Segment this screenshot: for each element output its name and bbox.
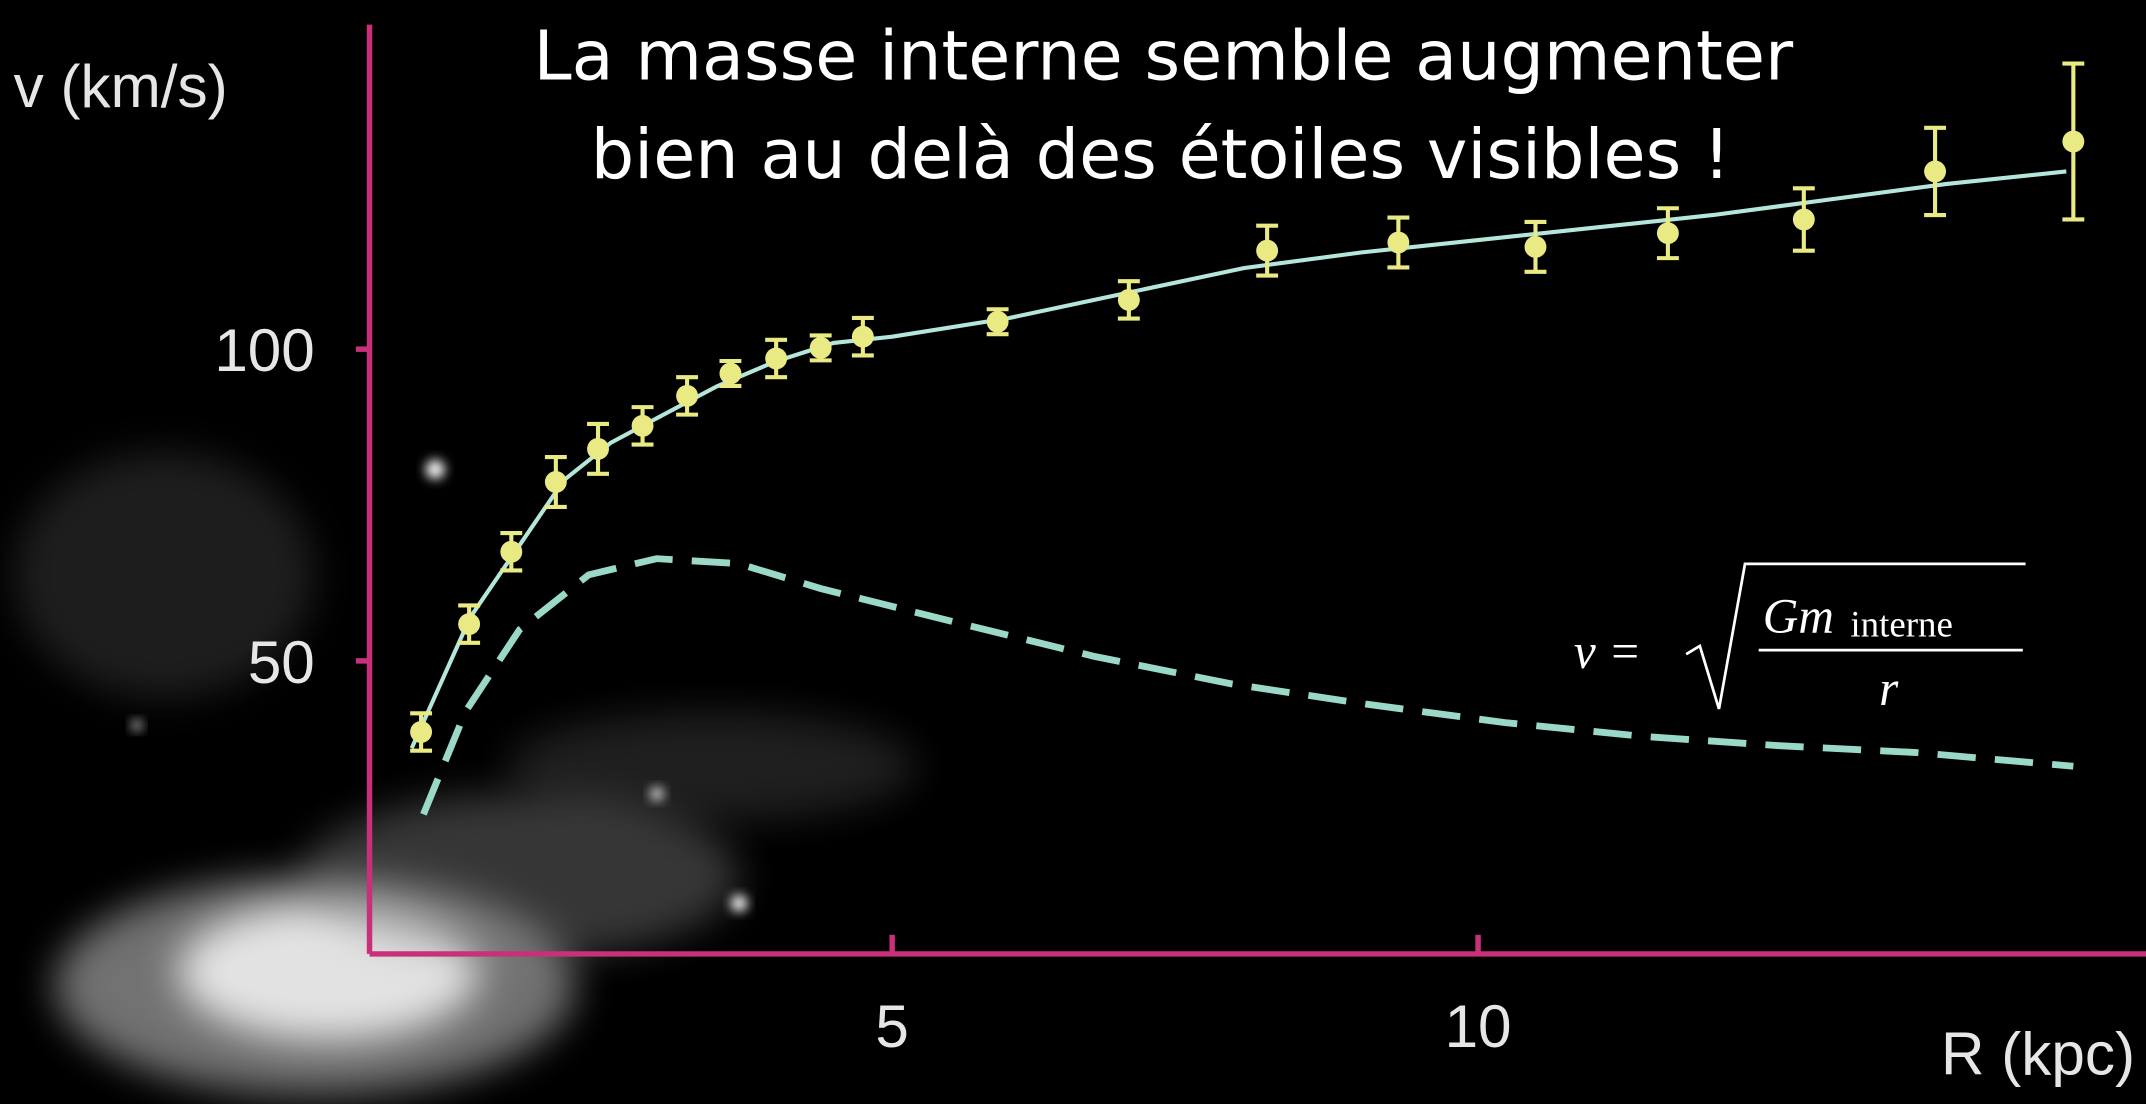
data-point [986,310,1009,333]
formula-numerator: Gm [1763,588,1834,643]
title-line: bien au delà des étoiles visibles ! [591,115,1731,195]
y-tick-label: 50 [248,628,315,696]
sqrt-sign [1685,562,2026,710]
data-point [1117,288,1140,311]
data-point [719,362,742,385]
x-tick-label: 10 [1445,992,1512,1060]
x-axis-label: R (kpc) [1941,1019,2135,1087]
data-point [500,540,523,563]
data-point [631,414,654,437]
data-point [2062,130,2085,153]
data-point [1792,208,1815,231]
x-tick-label: 5 [875,992,908,1060]
data-point [809,336,832,359]
data-point [1256,239,1279,262]
formula-denominator: r [1879,661,1899,716]
data-point [1387,231,1410,254]
y-tick-label: 100 [214,316,314,384]
plot-area: La masse interne semble augmenter bien a… [13,16,2146,1095]
data-point [410,721,433,743]
title-line: La masse interne semble augmenter [534,16,1794,96]
galaxy-image [13,451,917,1095]
data-point [676,384,699,407]
data-point [1924,160,1947,183]
dashed-curve [420,555,2074,816]
data-point [851,325,874,348]
data-point [1524,235,1547,258]
y-axis-label: v (km/s) [14,52,228,120]
data-point [765,347,788,370]
data-point [544,471,567,493]
formula: v = Gm interne r [1574,562,2026,716]
formula-lhs: v = [1574,624,1641,679]
data-point [1656,222,1679,245]
data-point [587,437,609,460]
formula-subscript: interne [1850,603,1953,644]
fit-curve [409,169,2067,750]
data-point [458,613,481,636]
